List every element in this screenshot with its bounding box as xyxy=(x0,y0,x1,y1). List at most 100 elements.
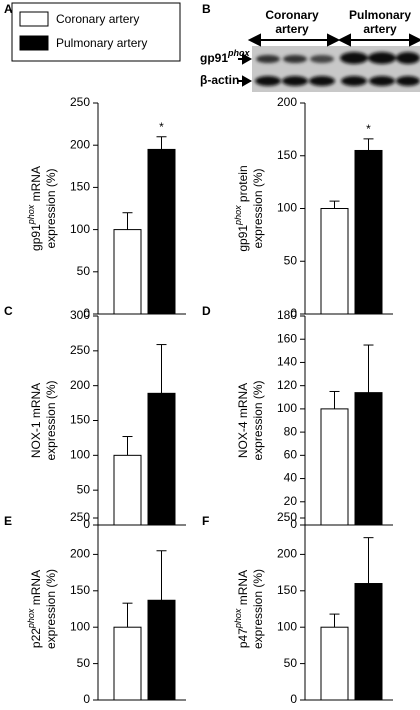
y-axis-label: p22phox mRNA xyxy=(26,570,43,648)
panel-letter: B xyxy=(202,2,211,16)
y-tick-label: 150 xyxy=(70,583,90,597)
y-axis-label-part: gp91 xyxy=(236,225,250,252)
y-tick-label: 0 xyxy=(83,306,90,320)
y-tick-label: 100 xyxy=(277,401,297,415)
y-axis-label-part: expression (%) xyxy=(251,569,265,649)
y-tick-label: 250 xyxy=(70,343,90,357)
y-axis-label: NOX-4 mRNA xyxy=(236,383,250,458)
bar xyxy=(113,229,142,315)
y-axis-label: p47phox mRNA xyxy=(233,570,250,648)
y-tick-label: 100 xyxy=(70,222,90,236)
y-axis-label-part: expression (%) xyxy=(44,168,58,248)
y-axis-label: expression (%) xyxy=(251,168,265,248)
panel-letter: F xyxy=(202,514,209,528)
blot-group-label: Coronary artery xyxy=(265,8,319,36)
y-axis-label-part: expression (%) xyxy=(44,569,58,649)
y-tick-label: 60 xyxy=(284,448,298,462)
bar xyxy=(320,408,349,526)
y-tick-label: 0 xyxy=(290,517,297,531)
y-tick-label: 100 xyxy=(70,619,90,633)
blot-bands xyxy=(255,52,420,86)
y-axis-label-part: NOX-4 mRNA xyxy=(236,383,250,458)
y-axis-label-part: NOX-1 mRNA xyxy=(29,383,43,458)
bar xyxy=(354,392,383,526)
y-axis-label-part: phox xyxy=(233,608,243,629)
bar xyxy=(147,148,176,315)
y-tick-label: 140 xyxy=(277,355,297,369)
y-tick-label: 250 xyxy=(70,510,90,524)
bar xyxy=(113,454,142,526)
blot-row-label-part: phox xyxy=(227,48,250,58)
y-tick-label: 250 xyxy=(70,95,90,109)
y-tick-label: 50 xyxy=(77,482,91,496)
y-axis-label-part: p22 xyxy=(29,628,43,648)
y-tick-label: 200 xyxy=(277,547,297,561)
significance: * xyxy=(366,122,371,136)
y-axis-label-part: protein xyxy=(236,165,250,205)
legend-swatch xyxy=(19,35,49,51)
y-tick-label: 200 xyxy=(70,547,90,561)
blot-arrows xyxy=(238,33,420,87)
y-tick-label: 100 xyxy=(277,619,297,633)
y-axis-label-part: mRNA xyxy=(29,166,43,205)
significance: * xyxy=(159,120,164,134)
bar xyxy=(354,149,383,315)
y-axis-label: expression (%) xyxy=(44,380,58,460)
y-axis-label: expression (%) xyxy=(44,168,58,248)
blot-row-label-part: β-actin xyxy=(200,73,239,87)
y-tick-label: 80 xyxy=(284,424,298,438)
y-tick-label: 40 xyxy=(284,471,298,485)
y-axis-label: expression (%) xyxy=(251,569,265,649)
legend-swatch xyxy=(19,11,49,27)
y-axis-label: expression (%) xyxy=(251,380,265,460)
y-tick-label: 150 xyxy=(70,180,90,194)
blot-row-label: β-actin xyxy=(200,73,239,87)
y-axis-label-part: phox xyxy=(26,204,36,225)
bar xyxy=(320,208,349,315)
blot-group-label: Pulmonary artery xyxy=(348,8,411,36)
y-axis-label: NOX-1 mRNA xyxy=(29,383,43,458)
y-tick-label: 200 xyxy=(277,95,297,109)
y-tick-label: 180 xyxy=(277,308,297,322)
y-axis-label-part: expression (%) xyxy=(251,168,265,248)
y-tick-label: 160 xyxy=(277,331,297,345)
blot-row-label-part: gp91 xyxy=(200,51,228,65)
y-tick-label: 20 xyxy=(284,494,298,508)
y-tick-label: 0 xyxy=(83,692,90,706)
y-tick-label: 0 xyxy=(290,692,297,706)
y-tick-label: 200 xyxy=(70,378,90,392)
y-tick-label: 300 xyxy=(70,308,90,322)
y-tick-label: 50 xyxy=(77,264,91,278)
y-axis-label: gp91phox protein xyxy=(233,165,250,251)
y-axis-label-part: p47 xyxy=(236,628,250,648)
panel-letter: C xyxy=(4,304,13,318)
blot-row-label: gp91phox xyxy=(200,48,251,65)
y-tick-label: 0 xyxy=(290,306,297,320)
bar xyxy=(147,599,176,701)
bar xyxy=(354,583,383,701)
panel-letter: E xyxy=(4,514,12,528)
y-axis-label-part: phox xyxy=(233,205,243,226)
y-tick-label: 150 xyxy=(70,413,90,427)
y-axis-label-part: mRNA xyxy=(29,570,43,609)
y-tick-label: 150 xyxy=(277,148,297,162)
y-tick-label: 0 xyxy=(83,517,90,531)
y-tick-label: 200 xyxy=(70,137,90,151)
y-axis-label-part: gp91 xyxy=(29,224,43,251)
y-axis-label: gp91phox mRNA xyxy=(26,166,43,251)
y-tick-label: 50 xyxy=(284,253,298,267)
y-axis-label-part: mRNA xyxy=(236,570,250,609)
y-tick-label: 250 xyxy=(277,510,297,524)
y-axis-label-part: expression (%) xyxy=(44,380,58,460)
y-axis-label-part: phox xyxy=(26,608,36,629)
bar xyxy=(320,626,349,701)
y-axis-label: expression (%) xyxy=(44,569,58,649)
legend-label: Coronary artery xyxy=(56,12,139,26)
bar xyxy=(113,626,142,701)
y-tick-label: 100 xyxy=(277,201,297,215)
y-tick-label: 120 xyxy=(277,378,297,392)
y-tick-label: 50 xyxy=(77,656,91,670)
y-tick-label: 150 xyxy=(277,583,297,597)
